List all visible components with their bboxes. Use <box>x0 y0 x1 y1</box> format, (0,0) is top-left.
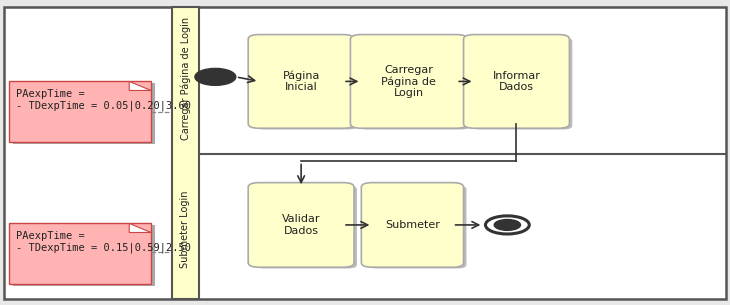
Text: Carregar Página de Login: Carregar Página de Login <box>180 17 191 140</box>
Text: Página
Inicial: Página Inicial <box>283 70 320 92</box>
FancyBboxPatch shape <box>248 183 354 267</box>
Text: Validar
Dados: Validar Dados <box>282 214 320 236</box>
Text: Submeter: Submeter <box>385 220 440 230</box>
FancyBboxPatch shape <box>255 186 357 268</box>
Text: PAexpTime =
- TDexpTime = 0.15|0.59|2.50: PAexpTime = - TDexpTime = 0.15|0.59|2.50 <box>16 231 191 253</box>
FancyBboxPatch shape <box>464 34 569 128</box>
Text: PAexpTime =
- TDexpTime = 0.05|0.20|3.60: PAexpTime = - TDexpTime = 0.05|0.20|3.60 <box>16 89 191 111</box>
FancyBboxPatch shape <box>471 38 572 129</box>
FancyBboxPatch shape <box>361 183 464 267</box>
Circle shape <box>485 216 529 234</box>
FancyBboxPatch shape <box>172 7 199 299</box>
FancyBboxPatch shape <box>9 224 151 284</box>
Polygon shape <box>129 81 151 91</box>
Polygon shape <box>129 224 151 232</box>
FancyBboxPatch shape <box>4 7 726 299</box>
Circle shape <box>195 68 236 85</box>
FancyBboxPatch shape <box>9 81 151 142</box>
FancyBboxPatch shape <box>369 186 466 268</box>
Circle shape <box>494 220 520 230</box>
FancyBboxPatch shape <box>255 38 357 129</box>
FancyBboxPatch shape <box>13 225 155 286</box>
FancyBboxPatch shape <box>358 38 470 129</box>
Text: Carregar
Página de
Login: Carregar Página de Login <box>381 65 437 98</box>
FancyBboxPatch shape <box>13 83 155 144</box>
FancyBboxPatch shape <box>350 34 467 128</box>
FancyBboxPatch shape <box>248 34 354 128</box>
Text: Submeter Login: Submeter Login <box>180 191 191 268</box>
Text: Informar
Dados: Informar Dados <box>493 71 540 92</box>
